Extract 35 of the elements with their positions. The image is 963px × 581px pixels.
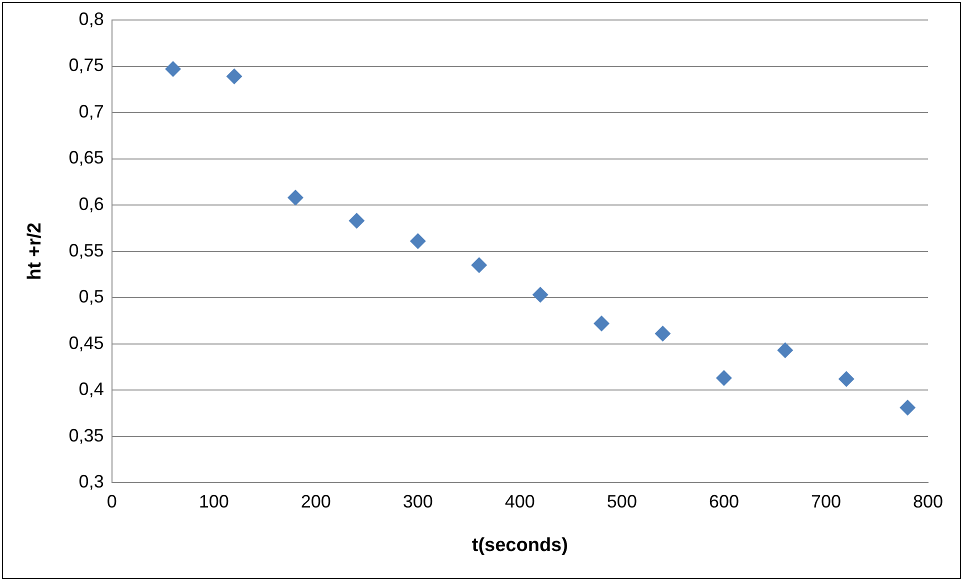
x-tick-label: 600 [708,491,739,512]
y-tick-label: 0,45 [68,332,104,353]
y-tick-label: 0,4 [78,379,104,400]
y-tick-label: 0,75 [68,55,104,76]
x-tick-label: 400 [504,491,535,512]
y-tick-label: 0,7 [78,101,104,122]
point [532,286,548,303]
point [594,315,610,332]
y-tick-label: 0,35 [68,425,104,446]
y-tick-label: 0,3 [78,472,104,492]
point [900,400,916,416]
point [348,212,365,229]
point [471,257,488,274]
point [287,190,304,206]
x-tick-label: 700 [810,491,842,512]
point [654,326,671,342]
point [410,233,426,250]
x-tick-label: 100 [198,491,229,512]
y-tick-label: 0,5 [78,286,104,307]
x-tick-label: 300 [402,491,433,512]
point [838,370,854,387]
y-tick-label: 0,8 [78,8,104,29]
point [226,68,242,84]
x-tick-label: 0 [106,491,117,512]
x-tick-label: 800 [912,491,944,512]
x-tick-label: 200 [300,491,331,512]
y-tick-label: 0,6 [78,194,104,214]
y-tick-label: 0,65 [68,148,104,168]
point [165,61,182,78]
point [777,342,794,358]
point [716,370,732,386]
x-tick-label: 500 [606,491,637,512]
x-axis-title: t(seconds) [472,534,568,556]
y-tick-label: 0,55 [68,240,104,260]
y-axis-title: ht +r/2 [24,222,46,280]
